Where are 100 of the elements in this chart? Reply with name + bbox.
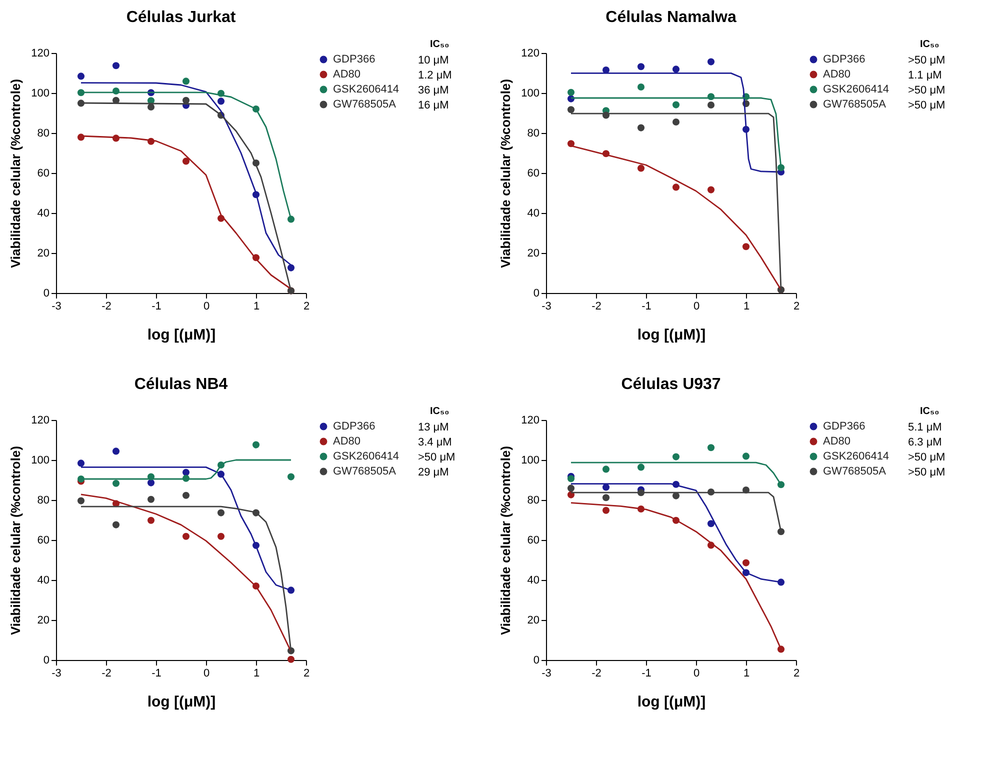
y-tick-label: 60 (37, 534, 50, 546)
x-tick-label: 0 (203, 300, 210, 312)
point (672, 101, 680, 108)
y-tick-label: 80 (37, 128, 50, 140)
y-axis-title: Viabilidade celular (%controle) (498, 446, 514, 636)
x-tick-label: 0 (693, 668, 700, 680)
point (567, 484, 575, 492)
x-tick-label: 0 (693, 300, 700, 312)
point (567, 140, 575, 148)
point (287, 264, 295, 272)
y-tick-label: 80 (527, 494, 540, 506)
point (147, 103, 155, 111)
y-tick-label: 0 (533, 654, 540, 666)
point (77, 460, 85, 467)
point (742, 559, 750, 566)
y-tick-label: 20 (37, 614, 50, 626)
text: >50 μM (908, 84, 946, 96)
point (602, 466, 610, 473)
point (637, 464, 645, 471)
point (77, 475, 85, 483)
chart-title: Células NB4 (134, 376, 228, 393)
x-tick-label: -3 (52, 668, 62, 680)
text: IC₅₀ (430, 406, 450, 417)
x-tick-label: 1 (253, 300, 260, 312)
y-tick-label: 100 (521, 454, 540, 466)
y-axis-title: Viabilidade celular (%controle) (8, 446, 24, 636)
text: 1.1 μM (908, 70, 942, 82)
y-tick-label: 40 (37, 574, 50, 586)
legend-label: GDP366 (823, 54, 866, 66)
x-tick-label: 1 (253, 668, 260, 680)
x-tick-label: 2 (793, 300, 800, 312)
text: IC₅₀ (920, 39, 940, 50)
y-tick-label: 20 (37, 248, 50, 260)
y-tick-label: 120 (31, 48, 50, 60)
text: 16 μM (418, 100, 449, 112)
y-tick-label: 100 (521, 88, 540, 100)
point (672, 118, 680, 126)
point (707, 444, 715, 452)
legend-label: GDP366 (333, 420, 376, 432)
legend-label: GW768505A (333, 98, 397, 110)
y-tick-label: 100 (31, 454, 50, 466)
point (182, 158, 190, 165)
point (287, 656, 295, 663)
x-tick-label: 1 (743, 300, 750, 312)
x-tick-label: -1 (642, 300, 652, 312)
point (147, 479, 155, 486)
point (637, 63, 645, 70)
y-tick-label: 40 (527, 574, 540, 586)
x-tick-label: 1 (743, 668, 750, 680)
point (182, 96, 190, 104)
point (707, 101, 715, 109)
point (602, 494, 610, 502)
point (112, 480, 120, 487)
text: 6.3 μM (908, 436, 942, 448)
x-tick-label: -3 (542, 668, 552, 680)
point (602, 484, 610, 491)
point (182, 468, 190, 476)
point (742, 452, 750, 460)
y-tick-label: 20 (527, 248, 540, 260)
legend-label: GSK2606414 (823, 450, 890, 462)
y-tick-label: 20 (527, 614, 540, 626)
chart-title: Células U937 (621, 376, 721, 393)
text: 3.4 μM (418, 436, 452, 448)
legend-label: AD80 (333, 436, 361, 448)
y-tick-label: 80 (527, 128, 540, 140)
text: >50 μM (908, 452, 946, 464)
x-tick-label: -2 (592, 300, 602, 312)
x-tick-label: -3 (542, 300, 552, 312)
point (637, 164, 645, 172)
legend-label: GSK2606414 (333, 450, 400, 462)
point (112, 448, 120, 455)
point (112, 62, 120, 70)
y-tick-label: 80 (37, 494, 50, 506)
point (287, 473, 295, 480)
point (112, 521, 120, 528)
legend-label: GW768505A (333, 466, 397, 478)
point (217, 509, 225, 516)
point (707, 186, 715, 194)
point (637, 83, 645, 91)
point (147, 496, 155, 503)
x-tick-label: 2 (303, 668, 310, 680)
y-tick-label: 120 (31, 414, 50, 426)
y-tick-label: 60 (527, 534, 540, 546)
y-tick-label: 40 (527, 208, 540, 220)
point (672, 66, 680, 73)
point (567, 475, 575, 482)
x-tick-label: 0 (203, 668, 210, 680)
legend-label: GW768505A (823, 98, 887, 110)
x-tick-label: -1 (152, 668, 162, 680)
point (182, 492, 190, 499)
text: 13 μM (418, 422, 449, 434)
point (567, 106, 575, 114)
legend-label: GDP366 (333, 54, 376, 66)
legend-label: GW768505A (823, 466, 887, 478)
y-tick-label: 0 (43, 288, 50, 300)
x-tick-label: -2 (592, 668, 602, 680)
y-tick-label: 120 (521, 414, 540, 426)
x-tick-label: -1 (642, 668, 652, 680)
chart-title: Células Jurkat (126, 9, 236, 26)
point (707, 520, 715, 528)
